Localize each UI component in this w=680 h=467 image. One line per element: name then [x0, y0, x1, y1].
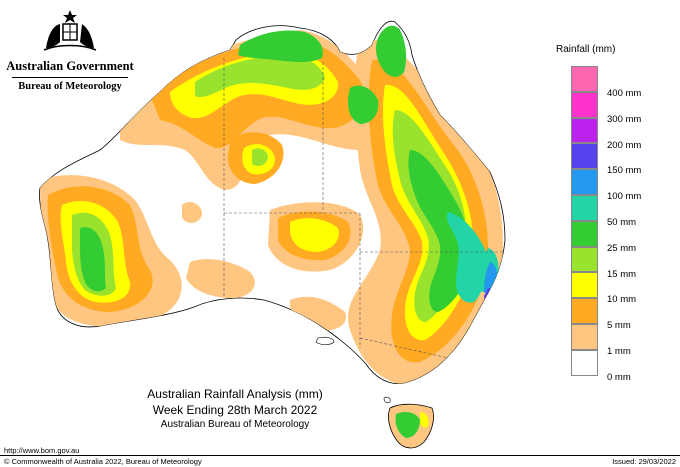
legend-title: Rainfall (mm) [556, 44, 616, 55]
tasmania-yellow [420, 412, 429, 428]
legend-row: 150 mm [571, 143, 671, 176]
legend-row: 1 mm [571, 323, 671, 357]
legend-row: 15 mm [571, 246, 671, 280]
legend-label: 0 mm [607, 371, 631, 383]
map-title-block: Australian Rainfall Analysis (mm) Week E… [60, 386, 410, 431]
legend: 400 mm 300 mm 200 mm 150 mm 100 mm 50 mm 25 mm… [571, 66, 671, 383]
legend-row: 50 mm [571, 194, 671, 228]
legend-label: 50 mm [607, 216, 637, 228]
legend-label: 25 mm [607, 242, 637, 254]
legend-label: 10 mm [607, 294, 637, 306]
zone-25mm-gulf [348, 85, 379, 124]
legend-label: 200 mm [607, 139, 642, 151]
bass-strait-island [383, 396, 391, 404]
legend-label: 150 mm [607, 165, 642, 177]
legend-swatch [571, 272, 598, 299]
zone-1mm-blob-west [182, 201, 202, 223]
legend-swatch [571, 194, 598, 221]
legend-swatch [571, 246, 598, 273]
logo-divider [12, 77, 128, 78]
footer-divider [0, 455, 680, 456]
legend-label: 400 mm [607, 88, 642, 99]
zone-15mm-north-central [252, 148, 268, 166]
coat-of-arms-icon [43, 10, 97, 51]
issued-date: Issued: 29/03/2022 [612, 457, 676, 466]
zone-25mm-west [80, 227, 106, 292]
rain-zone-25mm [80, 25, 471, 312]
legend-row: 0 mm [571, 349, 671, 383]
legend-swatch [571, 169, 598, 195]
legend-swatch [571, 91, 598, 118]
legend-swatch [571, 143, 598, 170]
map-organisation: Australian Bureau of Meteorology [160, 419, 310, 430]
tasmania [388, 403, 434, 449]
map-title: Australian Rainfall Analysis (mm) [147, 387, 323, 401]
zone-25mm-north-top [238, 30, 323, 62]
zone-25mm-cape-york [375, 25, 407, 77]
copyright-text: © Commonwealth of Australia 2022, Bureau… [4, 457, 202, 466]
zone-50mm-east [446, 212, 488, 303]
legend-swatch [571, 298, 598, 324]
border-nsw-vic [359, 337, 449, 359]
zone-25mm-east [408, 150, 471, 312]
zone-10mm-central [290, 218, 339, 252]
government-title: Australian Government [6, 59, 134, 73]
legend-label: 5 mm [607, 320, 631, 332]
zone-15mm-north [195, 55, 325, 98]
legend-swatch [571, 66, 598, 92]
legend-row: 25 mm [571, 220, 671, 254]
zone-1mm-south-central [186, 259, 255, 298]
tasmania-green [395, 412, 420, 438]
kangaroo-island [315, 336, 335, 345]
legend-swatch [571, 349, 598, 376]
map-subtitle: Week Ending 28th March 2022 [152, 403, 318, 417]
legend-label: 1 mm [607, 345, 631, 357]
legend-swatch [571, 323, 598, 350]
agency-title: Bureau of Meteorology [18, 81, 122, 92]
state-borders [223, 58, 503, 359]
legend-row: 300 mm [571, 91, 671, 125]
government-logo: Australian Government Bureau of Meteorol… [0, 8, 140, 92]
legend-row: 400 mm [571, 66, 671, 99]
legend-label: 300 mm [607, 113, 642, 125]
mainland [39, 20, 506, 385]
legend-label: 100 mm [607, 191, 642, 203]
legend-row: 5 mm [571, 298, 671, 331]
website-link[interactable]: http://www.bom.gov.au [4, 446, 80, 455]
legend-swatch [571, 117, 598, 144]
legend-swatch [571, 220, 598, 247]
legend-row: 100 mm [571, 169, 671, 202]
legend-row: 200 mm [571, 117, 671, 151]
legend-label: 15 mm [607, 268, 637, 280]
legend-row: 10 mm [571, 272, 671, 305]
